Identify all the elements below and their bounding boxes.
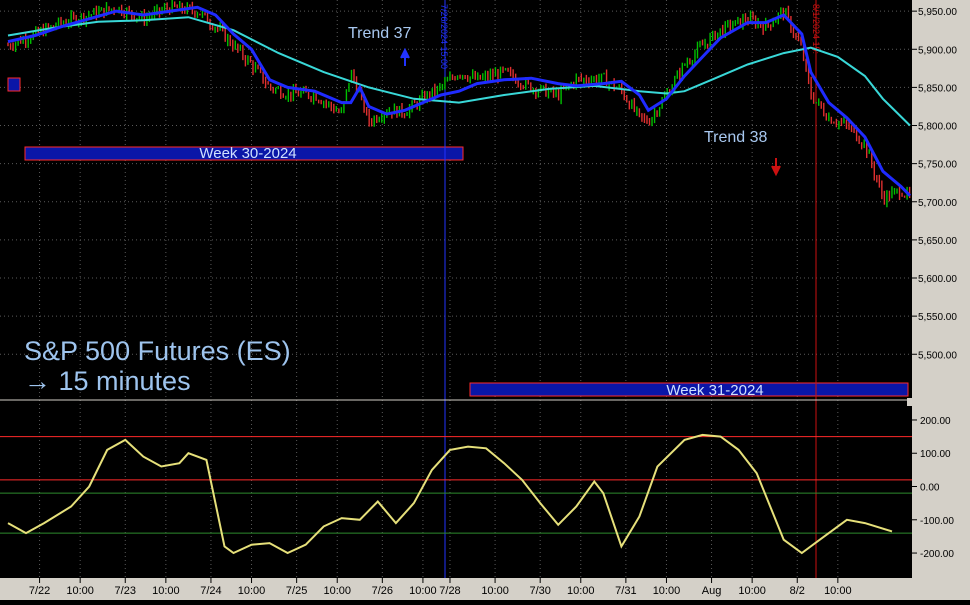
- price-tick-label: 5,750.00: [918, 160, 957, 171]
- price-axis-panel: [912, 0, 970, 600]
- time-tick-label: 10:00: [738, 585, 766, 597]
- time-tick-label: 10:00: [824, 585, 852, 597]
- time-tick-label: 7/24: [200, 585, 221, 597]
- grid: [0, 0, 912, 578]
- week-30-box: [24, 146, 464, 161]
- time-tick-label: 7/28: [439, 585, 460, 597]
- blue-marker-label: 7/26/2024 15:00: [439, 4, 449, 69]
- trend-37-up-arrow: [400, 47, 410, 66]
- trend-37-label: Trend 37: [348, 25, 412, 42]
- oscillator-tick-label: -100.00: [920, 516, 954, 527]
- price-axis-ticks: 5,500.00 5,550.00 5,600.00 5,650.00 5,700.00…: [912, 7, 957, 361]
- week-31-label: Week 31-2024: [666, 382, 763, 399]
- price-tick-label: 5,950.00: [918, 7, 957, 18]
- price-tick-label: 5,650.00: [918, 236, 957, 247]
- slow-moving-average-line: [7, 16, 911, 127]
- chart-subtitle: → 15 minutes: [24, 366, 191, 396]
- plot-background: [0, 0, 912, 578]
- time-tick-label: 10:00: [409, 585, 437, 597]
- time-tick-label: 7/26: [372, 585, 393, 597]
- time-tick-label: 10:00: [66, 585, 94, 597]
- red-marker-label: 8/1/2024 15:: [811, 4, 821, 54]
- time-tick-label: 10:00: [323, 585, 351, 597]
- time-tick-label: Aug: [702, 585, 722, 597]
- price-tick-label: 5,700.00: [918, 198, 957, 209]
- price-tick-label: 5,900.00: [918, 45, 957, 56]
- time-axis-ticks: 7/22 10:00 7/23 10:00 7/24 10:00 7/25 10:00 7/26…: [29, 578, 852, 597]
- week-31-box: [469, 382, 909, 397]
- chart-title: S&P 500 Futures (ES): [24, 336, 291, 366]
- time-axis-panel: [0, 578, 970, 600]
- price-tick-label: 5,800.00: [918, 122, 957, 133]
- trend-38-label: Trend 38: [704, 129, 768, 146]
- time-tick-label: 7/25: [286, 585, 307, 597]
- time-tick-label: 10:00: [567, 585, 595, 597]
- time-tick-label: 7/23: [115, 585, 136, 597]
- time-tick-label: 7/31: [615, 585, 636, 597]
- week-30-label: Week 30-2024: [199, 145, 296, 162]
- trend-38-down-arrow: [771, 158, 781, 177]
- fast-moving-average-line: [7, 5, 912, 197]
- time-tick-label: 7/22: [29, 585, 50, 597]
- oscillator-tick-label: 0.00: [920, 483, 940, 494]
- price-tick-label: 5,550.00: [918, 312, 957, 323]
- price-tick-label: 5,600.00: [918, 274, 957, 285]
- price-tick-label: 5,500.00: [918, 350, 957, 361]
- date-markers: 7/26/2024 15:00 8/1/2024 15:: [439, 0, 821, 578]
- week-29-box-stub: [7, 77, 21, 92]
- oscillator-line: [7, 433, 893, 555]
- panel-resize-handle[interactable]: [907, 398, 912, 406]
- time-tick-label: 8/2: [790, 585, 805, 597]
- time-tick-label: 7/30: [529, 585, 550, 597]
- time-tick-label: 10:00: [481, 585, 509, 597]
- oscillator-tick-label: -200.00: [920, 549, 954, 560]
- oscillator-tick-label: 100.00: [920, 449, 951, 460]
- oscillator-axis-ticks: -200.00 -100.00 0.00 100.00 200.00: [912, 416, 954, 560]
- time-tick-label: 10:00: [152, 585, 180, 597]
- time-tick-label: 10:00: [238, 585, 266, 597]
- time-tick-label: 10:00: [653, 585, 681, 597]
- oscillator-tick-label: 200.00: [920, 416, 951, 427]
- price-tick-label: 5,850.00: [918, 83, 957, 94]
- week-boxes: Week 30-2024 Week 31-2024: [7, 77, 909, 399]
